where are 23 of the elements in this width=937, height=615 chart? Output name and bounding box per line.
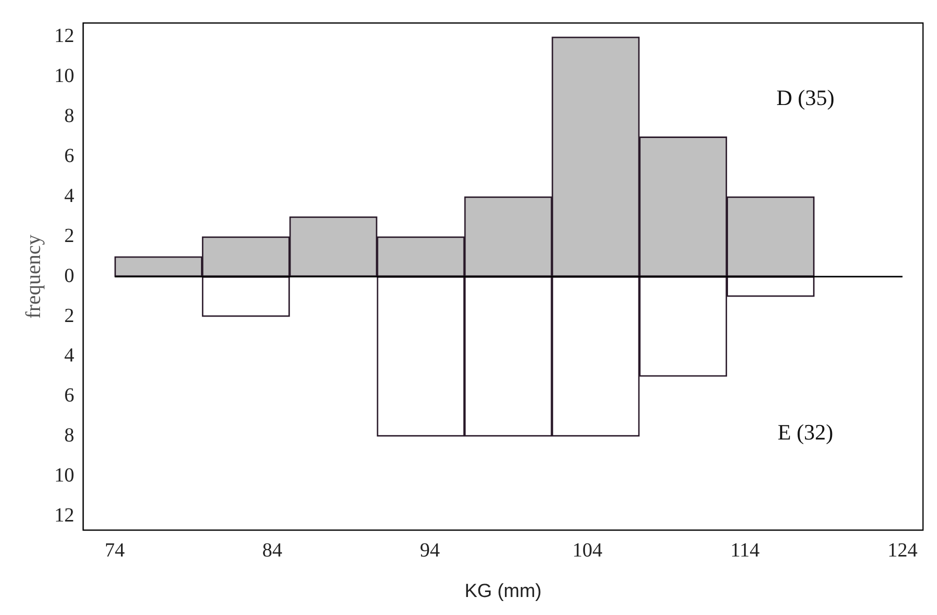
text: D (35): [776, 84, 834, 110]
x-tick-label: 94: [420, 539, 440, 562]
y-tick-label: 4: [64, 184, 74, 207]
y-tick-label: 4: [64, 344, 74, 367]
x-tick-label: 104: [572, 539, 602, 562]
y-tick-label: 10: [54, 464, 74, 487]
y-tick-label: 12: [54, 25, 74, 48]
y-tick-label: 8: [64, 105, 74, 128]
text: E (32): [778, 420, 834, 445]
x-tick-label: 74: [104, 539, 125, 562]
y-tick-label: 6: [64, 384, 74, 407]
x-tick-label: 124: [888, 539, 918, 562]
x-tick-label: 114: [730, 539, 760, 562]
y-axis-title: frequency: [21, 234, 46, 319]
y-tick-label: 2: [64, 224, 74, 247]
y-tick-label: 6: [64, 145, 74, 168]
y-tick-label: 12: [54, 504, 74, 526]
x-tick-label: 84: [262, 539, 282, 562]
y-tick-label: 2: [64, 304, 74, 327]
y-tick-label: 0: [64, 264, 74, 287]
y-tick-label: 8: [64, 424, 74, 447]
x-axis-title: KG (mm): [464, 580, 542, 602]
y-tick-label: 10: [54, 65, 74, 88]
